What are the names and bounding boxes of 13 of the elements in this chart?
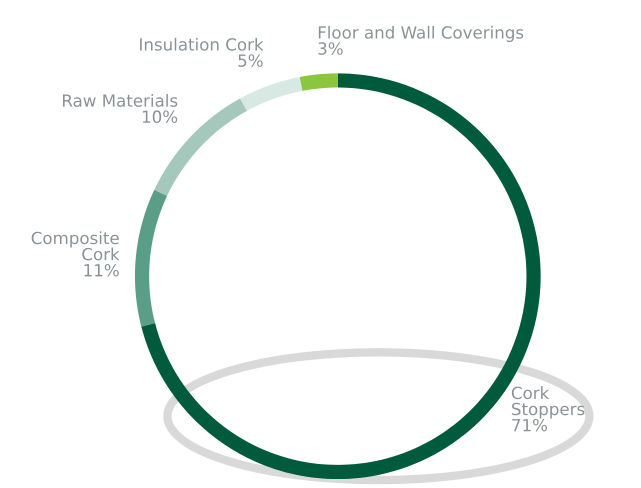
- slice-label: Raw Materials: [63, 94, 178, 107]
- slice-label: Cork Stoppers: [512, 386, 584, 419]
- data-label: 11%: [84, 264, 119, 277]
- data-label: 71%: [512, 418, 548, 432]
- donut-slice: [134, 190, 168, 327]
- data-label: 10%: [142, 110, 178, 124]
- donut-slice: [300, 73, 338, 91]
- slice-label: Floor and Wall Coverings: [318, 26, 524, 42]
- donut-slice: [240, 76, 302, 111]
- data-label: 5%: [238, 54, 263, 67]
- slice-label: Insulation Cork: [140, 38, 264, 51]
- data-label: 3%: [318, 42, 343, 55]
- slice-label: Composite Cork: [32, 231, 120, 260]
